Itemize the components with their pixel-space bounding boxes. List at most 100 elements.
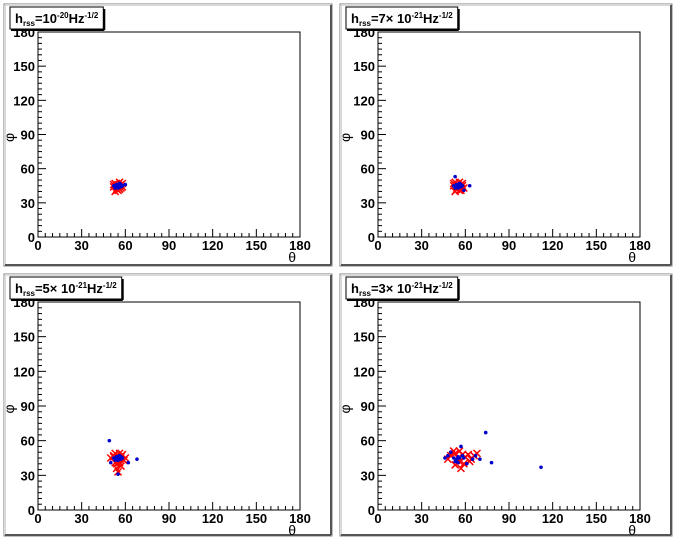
title-segment: -21 bbox=[411, 281, 423, 290]
x-marker-stroke bbox=[443, 455, 452, 464]
title-segment: Hz bbox=[69, 11, 85, 26]
y-tick-label: 90 bbox=[21, 128, 35, 143]
y-tick-label: 120 bbox=[353, 364, 375, 379]
y-axis-label: φ bbox=[337, 133, 353, 142]
y-tick-label: 150 bbox=[353, 59, 375, 74]
y-tick-label: 60 bbox=[21, 434, 35, 449]
x-tick-label: 0 bbox=[374, 511, 381, 526]
title-segment: Hz bbox=[423, 281, 439, 296]
title-segment: -1/2 bbox=[103, 281, 117, 290]
data-point-dot bbox=[114, 456, 119, 460]
y-tick-label: 30 bbox=[21, 468, 35, 483]
plot-area bbox=[377, 301, 641, 511]
data-point-dot bbox=[539, 465, 543, 470]
x-tick-label: 90 bbox=[502, 511, 516, 526]
data-point-dot bbox=[108, 460, 113, 465]
data-point-dot bbox=[453, 459, 457, 464]
plot-area bbox=[37, 301, 301, 511]
data-point-dot bbox=[464, 461, 469, 466]
x-tick-label: 90 bbox=[162, 238, 176, 253]
title-segment: -21 bbox=[411, 11, 423, 20]
x-marker-stroke bbox=[459, 183, 468, 193]
title-segment: -1/2 bbox=[439, 281, 453, 290]
x-tick-label: 0 bbox=[34, 511, 41, 526]
data-point-dot bbox=[123, 182, 128, 187]
data-point-x-marker bbox=[455, 447, 464, 456]
title-segment: h bbox=[15, 11, 23, 26]
x-axis-label: θ bbox=[288, 522, 296, 538]
data-point-dot bbox=[460, 183, 465, 188]
title-segment: -21 bbox=[75, 281, 87, 290]
data-point-dot bbox=[451, 183, 456, 188]
x-tick-label: 60 bbox=[118, 238, 132, 253]
title-segment: -1/2 bbox=[439, 11, 453, 20]
data-point-dot bbox=[116, 472, 120, 476]
x-tick-label: 0 bbox=[374, 238, 381, 253]
x-tick-label: 180 bbox=[629, 238, 651, 253]
chart-panel-2: 0 30 60 90 120 150 1800306090120150180θφhrss=7… bbox=[337, 3, 673, 267]
y-tick-label: 120 bbox=[13, 364, 35, 379]
y-tick-label: 30 bbox=[361, 468, 375, 483]
data-point-dot bbox=[453, 174, 457, 179]
y-tick-label: 120 bbox=[353, 93, 375, 108]
x-tick-label: 180 bbox=[289, 511, 311, 526]
panel-title: hrss=5× 10-21Hz-1/2 bbox=[15, 281, 117, 298]
y-axis-label: φ bbox=[1, 404, 17, 413]
x-tick-label: 30 bbox=[414, 511, 428, 526]
data-point-dot bbox=[489, 460, 494, 465]
x-marker-stroke bbox=[116, 462, 125, 471]
x-tick-label: 30 bbox=[74, 511, 88, 526]
title-segment: rss bbox=[359, 289, 372, 298]
chart-panel-4: 0 30 60 90 120 150 1800306090120150180θφhrss=3… bbox=[337, 273, 673, 538]
data-point-dot bbox=[443, 456, 447, 460]
data-point-dot bbox=[456, 460, 460, 465]
x-tick-label: 90 bbox=[162, 511, 176, 526]
data-point-x-marker bbox=[459, 459, 468, 468]
x-tick-label: 120 bbox=[202, 511, 224, 526]
x-axis-label: θ bbox=[628, 249, 636, 265]
x-tick-label: 60 bbox=[118, 511, 132, 526]
title-segment: rss bbox=[359, 19, 372, 28]
panel-title: hrss=10-20Hz-1/2 bbox=[15, 11, 99, 28]
y-tick-label: 0 bbox=[28, 503, 35, 518]
data-point-dot bbox=[107, 438, 112, 443]
x-tick-label: 150 bbox=[245, 238, 267, 253]
plot-area bbox=[37, 31, 301, 238]
chart-panel-3: 0 30 60 90 120 150 1800306090120150180θφhrss=5… bbox=[1, 273, 333, 538]
data-point-dot bbox=[117, 185, 122, 189]
x-tick-label: 60 bbox=[458, 238, 472, 253]
title-segment: =10 bbox=[35, 11, 57, 26]
data-point-dot bbox=[451, 456, 456, 460]
panel-title-box: hrss=7× 10-21Hz-1/2 bbox=[345, 6, 460, 31]
data-point-x-marker bbox=[106, 453, 115, 463]
title-segment: Hz bbox=[87, 281, 103, 296]
x-tick-label: 180 bbox=[289, 238, 311, 253]
data-point-dot bbox=[448, 450, 453, 455]
data-point-dot bbox=[120, 183, 125, 188]
x-tick-label: 150 bbox=[245, 511, 267, 526]
x-tick-label: 30 bbox=[414, 238, 428, 253]
y-tick-label: 60 bbox=[361, 162, 375, 177]
x-tick-label: 0 bbox=[34, 238, 41, 253]
y-tick-label: 90 bbox=[21, 399, 35, 414]
data-point-dot bbox=[478, 457, 482, 461]
title-segment: =7× 10 bbox=[371, 11, 412, 26]
title-segment: =5× 10 bbox=[35, 281, 76, 296]
x-axis-label: θ bbox=[628, 522, 636, 538]
y-axis-label: φ bbox=[337, 404, 353, 413]
plot-area bbox=[377, 31, 641, 238]
x-marker-stroke bbox=[459, 459, 468, 468]
data-point-dot bbox=[457, 185, 462, 189]
y-tick-label: 60 bbox=[361, 434, 375, 449]
data-point-x-marker bbox=[114, 467, 123, 476]
title-segment: Hz bbox=[423, 11, 439, 26]
y-tick-label: 0 bbox=[368, 230, 375, 245]
panel-title: hrss=3× 10-21Hz-1/2 bbox=[351, 281, 453, 298]
data-point-dot bbox=[459, 444, 463, 449]
x-tick-label: 120 bbox=[542, 511, 564, 526]
data-point-dot bbox=[483, 430, 488, 435]
data-point-dot bbox=[120, 456, 125, 460]
panel-title-box: hrss=5× 10-21Hz-1/2 bbox=[9, 276, 124, 301]
x-tick-label: 120 bbox=[542, 238, 564, 253]
